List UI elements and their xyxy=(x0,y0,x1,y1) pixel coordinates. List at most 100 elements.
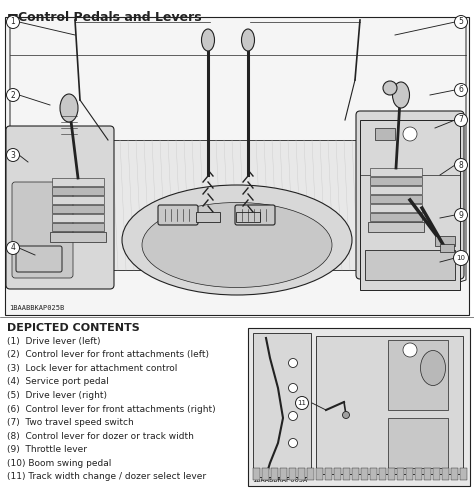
Bar xyxy=(361,468,368,480)
Text: 5: 5 xyxy=(458,17,464,27)
Bar xyxy=(50,232,106,242)
Ellipse shape xyxy=(122,185,352,295)
Bar xyxy=(388,418,448,468)
Text: 7: 7 xyxy=(458,115,464,125)
Circle shape xyxy=(403,127,417,141)
Bar xyxy=(433,468,440,480)
Bar xyxy=(451,468,458,480)
Bar xyxy=(52,205,104,213)
Bar xyxy=(442,468,449,480)
Text: 1BAABBKAP003A: 1BAABBKAP003A xyxy=(252,477,307,483)
Text: (1)  Drive lever (left): (1) Drive lever (left) xyxy=(7,337,100,346)
Text: DEPICTED CONTENTS: DEPICTED CONTENTS xyxy=(7,323,140,333)
Bar xyxy=(52,178,104,186)
Bar xyxy=(196,212,220,222)
Bar xyxy=(325,468,332,480)
Bar xyxy=(370,213,422,221)
Circle shape xyxy=(7,89,19,102)
Bar xyxy=(52,187,104,195)
Bar xyxy=(52,214,104,222)
Circle shape xyxy=(289,412,298,421)
Text: 9: 9 xyxy=(458,211,464,219)
Circle shape xyxy=(289,384,298,392)
Text: (7)  Two travel speed switch: (7) Two travel speed switch xyxy=(7,418,134,427)
Circle shape xyxy=(289,438,298,448)
FancyBboxPatch shape xyxy=(12,182,73,278)
Bar xyxy=(262,468,269,480)
Ellipse shape xyxy=(241,29,255,51)
Text: ■: ■ xyxy=(7,11,19,24)
FancyBboxPatch shape xyxy=(392,162,453,268)
Circle shape xyxy=(455,209,467,221)
Bar xyxy=(370,186,422,194)
Bar xyxy=(435,236,455,246)
Circle shape xyxy=(455,159,467,172)
Text: (8)  Control lever for dozer or track width: (8) Control lever for dozer or track wid… xyxy=(7,431,194,441)
Circle shape xyxy=(295,396,309,410)
Text: 4: 4 xyxy=(10,244,16,252)
Bar xyxy=(298,468,305,480)
Circle shape xyxy=(454,250,468,266)
Circle shape xyxy=(343,412,349,419)
Circle shape xyxy=(7,242,19,254)
Circle shape xyxy=(289,358,298,367)
Bar xyxy=(271,468,278,480)
Bar xyxy=(388,340,448,410)
Text: (10) Boom swing pedal: (10) Boom swing pedal xyxy=(7,458,111,467)
Bar xyxy=(289,468,296,480)
Circle shape xyxy=(455,15,467,29)
Bar xyxy=(460,468,467,480)
Bar xyxy=(280,468,287,480)
Bar xyxy=(316,468,323,480)
Text: (9)  Throttle lever: (9) Throttle lever xyxy=(7,445,87,454)
Text: (6)  Control lever for front attachments (right): (6) Control lever for front attachments … xyxy=(7,404,216,414)
Text: 6: 6 xyxy=(458,85,464,95)
Text: 1BAABBKAP025B: 1BAABBKAP025B xyxy=(9,305,64,311)
FancyBboxPatch shape xyxy=(235,205,275,225)
Bar xyxy=(424,468,431,480)
Bar xyxy=(316,336,463,474)
Bar xyxy=(307,468,314,480)
Bar xyxy=(253,468,260,480)
FancyBboxPatch shape xyxy=(6,126,114,289)
Bar xyxy=(368,222,424,232)
Text: (11) Track width change / dozer select lever: (11) Track width change / dozer select l… xyxy=(7,472,206,481)
Bar xyxy=(360,120,460,290)
FancyBboxPatch shape xyxy=(356,111,464,279)
Bar xyxy=(7,19,467,313)
Text: (2)  Control lever for front attachments (left): (2) Control lever for front attachments … xyxy=(7,351,209,359)
Bar xyxy=(440,244,454,252)
Text: (4)  Service port pedal: (4) Service port pedal xyxy=(7,378,109,387)
Bar xyxy=(253,333,311,477)
Circle shape xyxy=(455,83,467,97)
Circle shape xyxy=(403,343,417,357)
Text: 1: 1 xyxy=(10,17,15,27)
FancyBboxPatch shape xyxy=(16,246,62,272)
Circle shape xyxy=(7,148,19,162)
Text: (3)  Lock lever for attachment control: (3) Lock lever for attachment control xyxy=(7,364,177,373)
Bar xyxy=(52,196,104,204)
Ellipse shape xyxy=(420,351,446,386)
Text: 8: 8 xyxy=(459,161,464,170)
Bar xyxy=(365,250,455,280)
Circle shape xyxy=(383,81,397,95)
Bar xyxy=(110,140,360,270)
Bar xyxy=(370,468,377,480)
Bar xyxy=(352,468,359,480)
Ellipse shape xyxy=(142,203,332,287)
Bar xyxy=(415,468,422,480)
Bar xyxy=(5,17,469,315)
Text: (5)  Drive lever (right): (5) Drive lever (right) xyxy=(7,391,107,400)
Text: 10: 10 xyxy=(456,255,465,261)
Bar xyxy=(370,195,422,203)
Circle shape xyxy=(7,15,19,29)
Bar xyxy=(370,204,422,212)
Bar xyxy=(52,223,104,231)
Ellipse shape xyxy=(60,94,78,122)
FancyBboxPatch shape xyxy=(158,205,198,225)
Bar xyxy=(379,468,386,480)
Text: 2: 2 xyxy=(10,91,15,100)
Bar xyxy=(334,468,341,480)
Bar xyxy=(236,212,260,222)
Bar xyxy=(375,128,395,140)
